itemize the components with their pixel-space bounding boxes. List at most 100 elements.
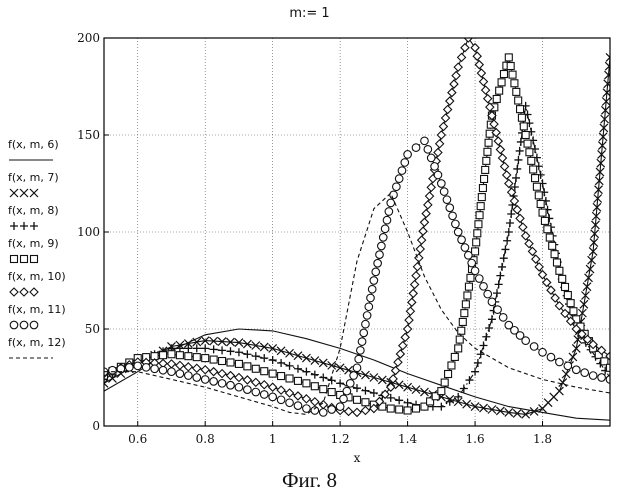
point-marker bbox=[365, 303, 373, 311]
point-marker bbox=[500, 71, 507, 78]
point-marker bbox=[376, 251, 384, 259]
point-marker bbox=[556, 358, 564, 366]
point-marker bbox=[465, 283, 472, 290]
point-marker bbox=[413, 405, 420, 412]
point-marker bbox=[424, 146, 432, 154]
point-marker bbox=[185, 372, 193, 380]
point-marker bbox=[353, 364, 361, 372]
point-marker bbox=[448, 362, 455, 369]
point-marker bbox=[350, 372, 358, 380]
y-tick-label: 0 bbox=[92, 419, 100, 433]
point-marker bbox=[160, 352, 167, 359]
point-marker bbox=[387, 405, 394, 412]
point-marker bbox=[530, 343, 538, 351]
point-marker bbox=[461, 310, 468, 317]
x-tick-label: 0.8 bbox=[196, 432, 215, 446]
point-marker bbox=[367, 294, 375, 302]
x-tick-label: 1.2 bbox=[331, 432, 350, 446]
point-marker bbox=[499, 314, 507, 322]
legend-label: f(x, m, 12) bbox=[8, 336, 98, 349]
point-marker bbox=[176, 352, 183, 359]
point-marker bbox=[539, 348, 547, 356]
point-marker bbox=[201, 376, 209, 384]
point-marker bbox=[244, 386, 252, 394]
point-marker bbox=[462, 301, 469, 308]
point-marker bbox=[449, 212, 457, 220]
point-marker bbox=[509, 71, 516, 78]
point-marker bbox=[493, 95, 500, 102]
point-marker bbox=[354, 396, 361, 403]
point-marker bbox=[518, 114, 525, 121]
x-tick-label: 1 bbox=[269, 432, 277, 446]
point-marker bbox=[441, 379, 448, 386]
point-marker bbox=[30, 321, 38, 329]
point-marker bbox=[517, 106, 524, 113]
point-marker bbox=[370, 277, 378, 285]
point-marker bbox=[109, 366, 117, 374]
point-marker bbox=[277, 396, 285, 404]
point-marker bbox=[193, 354, 200, 361]
point-marker bbox=[572, 366, 580, 374]
point-marker bbox=[210, 378, 218, 386]
point-marker bbox=[328, 406, 336, 414]
point-marker bbox=[360, 329, 368, 337]
legend-sample bbox=[8, 285, 54, 298]
x-tick-label: 1.8 bbox=[533, 432, 552, 446]
point-marker bbox=[30, 222, 38, 230]
point-marker bbox=[372, 268, 380, 276]
point-marker bbox=[478, 194, 485, 201]
point-marker bbox=[303, 380, 310, 387]
point-marker bbox=[269, 393, 277, 401]
point-marker bbox=[193, 374, 201, 382]
point-marker bbox=[496, 87, 503, 94]
point-marker bbox=[398, 167, 406, 175]
point-marker bbox=[513, 88, 520, 95]
point-marker bbox=[20, 189, 28, 197]
point-marker bbox=[363, 312, 371, 320]
point-marker bbox=[528, 157, 535, 164]
point-marker bbox=[427, 154, 435, 162]
point-marker bbox=[451, 353, 458, 360]
point-marker bbox=[244, 363, 251, 370]
point-marker bbox=[358, 338, 366, 346]
point-marker bbox=[387, 199, 395, 207]
point-marker bbox=[589, 372, 597, 380]
point-marker bbox=[468, 259, 476, 267]
point-marker bbox=[459, 318, 466, 325]
point-marker bbox=[445, 371, 452, 378]
legend-sample bbox=[8, 351, 54, 364]
point-marker bbox=[458, 327, 465, 334]
point-marker bbox=[378, 242, 386, 250]
point-marker bbox=[452, 220, 460, 228]
point-marker bbox=[202, 355, 209, 362]
point-marker bbox=[537, 200, 544, 207]
point-marker bbox=[395, 175, 403, 183]
point-marker bbox=[456, 336, 463, 343]
point-marker bbox=[526, 149, 533, 156]
point-marker bbox=[477, 203, 484, 210]
point-marker bbox=[235, 383, 243, 391]
point-marker bbox=[479, 185, 486, 192]
point-marker bbox=[559, 275, 566, 282]
legend: f(x, m, 6) f(x, m, 7) f(x, m, 8) f(x, m,… bbox=[8, 138, 98, 369]
point-marker bbox=[562, 283, 569, 290]
point-marker bbox=[286, 375, 293, 382]
point-marker bbox=[390, 191, 398, 199]
point-marker bbox=[443, 196, 451, 204]
point-marker bbox=[185, 353, 192, 360]
point-marker bbox=[311, 383, 318, 390]
point-marker bbox=[484, 148, 491, 155]
point-marker bbox=[328, 389, 335, 396]
point-marker bbox=[319, 409, 327, 417]
legend-item: f(x, m, 11) bbox=[8, 303, 98, 336]
point-marker bbox=[362, 320, 370, 328]
point-marker bbox=[343, 387, 351, 395]
point-marker bbox=[515, 97, 522, 104]
legend-label: f(x, m, 6) bbox=[8, 138, 98, 151]
point-marker bbox=[467, 274, 474, 281]
point-marker bbox=[476, 212, 483, 219]
legend-sample bbox=[8, 186, 54, 199]
point-marker bbox=[598, 374, 606, 382]
point-marker bbox=[434, 171, 442, 179]
point-marker bbox=[520, 123, 527, 130]
